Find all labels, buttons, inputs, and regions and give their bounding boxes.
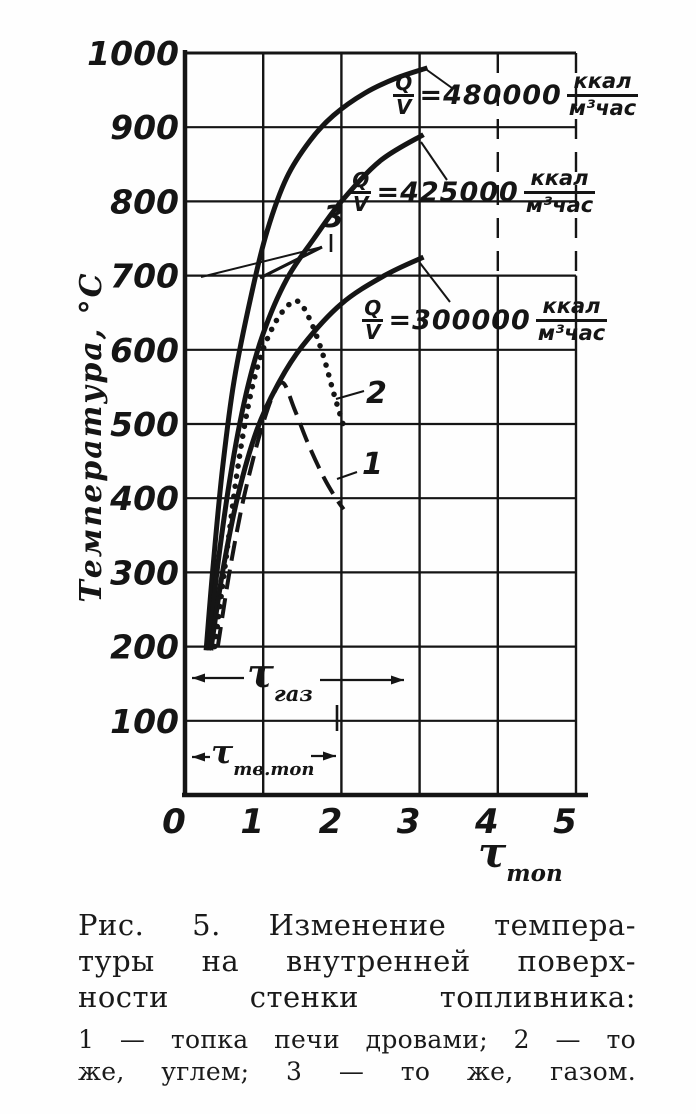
x-tick-label-4: 4	[474, 802, 499, 842]
figure-caption: Рис. 5. Изменение темпера- туры на внутр…	[78, 908, 636, 1089]
tau-symbol: τ	[478, 828, 507, 877]
caption-line: ности стенки топливника:	[78, 979, 636, 1014]
x-axis-title: τтоп	[478, 828, 563, 887]
qv-numerator: Q	[395, 70, 413, 95]
y-tick-label-400: 400	[109, 479, 179, 518]
qv-denominator: V	[362, 318, 384, 343]
x-tick-label-0: 0	[162, 802, 186, 842]
x-tick-label-3: 3	[397, 802, 421, 842]
y-tick-label-600: 600	[110, 331, 179, 370]
curve-number-1-wood: 1	[362, 447, 383, 482]
qv-fraction: Q V	[393, 70, 415, 118]
curve-label-qv-300000: Q V =300000 ккал м³час	[362, 294, 608, 345]
y-axis-title: Температура, °С	[74, 271, 109, 603]
leader-curve-2	[335, 390, 365, 400]
unit-denominator: м³час	[535, 318, 608, 345]
curve-label-qv-425000: Q V =425000 ккал м³час	[350, 166, 596, 217]
caption-legend-line: же, углем; 3 — то же, газом.	[78, 1057, 636, 1087]
x-tick-label-2: 2	[319, 802, 343, 842]
y-tick-label-700: 700	[110, 257, 179, 296]
unit-numerator: ккал	[573, 69, 632, 93]
tau-gas-arrow-right-head	[391, 675, 404, 685]
x-tick-label-5: 5	[553, 802, 577, 842]
unit-numerator: ккал	[530, 166, 589, 190]
caption-legend-line: 1 — топка печи дровами; 2 — то	[78, 1024, 636, 1054]
qv-numerator: Q	[364, 295, 382, 320]
y-tick-label-200: 200	[110, 628, 179, 667]
x-tick-label-1: 1	[240, 802, 264, 842]
y-tick-label-800: 800	[110, 182, 179, 221]
qv-value: =480000	[419, 79, 562, 111]
y-tick-label-500: 500	[110, 405, 179, 444]
leader-qv-300000	[419, 262, 451, 303]
caption-line: туры на внутренней поверх-	[78, 943, 636, 978]
qv-fraction: Q V	[362, 295, 384, 343]
curve-label-qv-480000: Q V =480000 ккал м³час	[393, 69, 639, 120]
qv-denominator: V	[350, 190, 372, 215]
leader-qv-425000	[420, 141, 448, 181]
tau-gas-annotation: τгаз	[247, 650, 313, 706]
y-tick-label-300: 300	[110, 553, 179, 592]
tau-symbol: τ	[211, 732, 234, 771]
qv-fraction: Q V	[350, 167, 372, 215]
curve-gas-425000	[206, 132, 425, 651]
tau-solid-arrow-right-head	[323, 751, 336, 761]
unit-numerator: ккал	[542, 294, 601, 318]
leader-curve-1	[336, 471, 358, 480]
caption-line: Рис. 5. Изменение темпера-	[78, 908, 636, 942]
y-tick-label-900: 900	[110, 108, 179, 147]
qv-numerator: Q	[352, 167, 370, 192]
leader-qv-480000	[426, 69, 453, 89]
tau-solid-fuel-annotation: τтв.топ	[211, 732, 315, 780]
leader-curve-3b	[259, 245, 323, 280]
tau-subscript: топ	[506, 860, 563, 887]
curve-gas-480000	[203, 65, 429, 651]
curve-number-3-gas: 3	[323, 200, 344, 235]
tau-gas-arrow-left-head	[192, 673, 205, 683]
leader-curve-3a	[200, 246, 323, 278]
unit-fraction: ккал м³час	[535, 294, 608, 345]
curve-wood	[215, 380, 346, 647]
qv-value: =300000	[388, 304, 531, 336]
curve-coal	[211, 298, 346, 650]
unit-denominator: м³час	[566, 93, 639, 120]
tau-symbol: τ	[247, 650, 274, 697]
chart-canvas: 100 200 300 400 500 600 700 800 900 1000 0 1 2 3 4 5	[87, 34, 588, 842]
unit-fraction: ккал м³час	[566, 69, 639, 120]
tau-solid-arrow-left-head	[192, 752, 205, 762]
unit-fraction: ккал м³час	[523, 166, 596, 217]
qv-denominator: V	[393, 93, 415, 118]
tau-subscript: газ	[273, 681, 313, 706]
y-tick-label-100: 100	[110, 702, 179, 741]
y-tick-label-1000: 1000	[87, 34, 179, 73]
tau-subscript: тв.топ	[233, 759, 315, 780]
curve-number-2-coal: 2	[366, 376, 387, 411]
qv-value: =425000	[376, 176, 519, 208]
unit-denominator: м³час	[523, 190, 596, 217]
